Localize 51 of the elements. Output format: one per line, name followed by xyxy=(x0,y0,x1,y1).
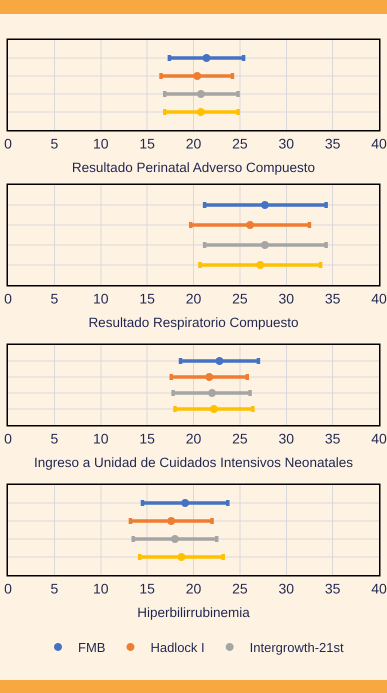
point xyxy=(205,373,214,381)
x-tick-label: 10 xyxy=(92,290,109,306)
x-tick-label: 20 xyxy=(186,135,202,152)
x-tick-label: 25 xyxy=(232,430,248,446)
x-tick-label: 5 xyxy=(50,430,58,446)
point xyxy=(210,405,218,413)
x-axis-title: Hiperbilirrubinemia xyxy=(137,605,250,620)
x-tick-label: 15 xyxy=(139,430,156,446)
point xyxy=(215,357,224,365)
x-tick-label: 10 xyxy=(92,580,109,596)
x-tick-label: 0 xyxy=(4,580,12,596)
x-tick-label: 40 xyxy=(371,580,387,596)
x-tick-label: 35 xyxy=(324,580,341,596)
x-tick-label: 25 xyxy=(232,135,248,152)
point xyxy=(170,535,179,543)
point xyxy=(181,499,190,507)
x-tick-label: 5 xyxy=(50,135,58,152)
point xyxy=(167,517,176,525)
x-tick-label: 40 xyxy=(371,430,387,446)
x-tick-label: 0 xyxy=(4,430,12,446)
x-tick-label: 20 xyxy=(186,580,202,596)
x-tick-label: 20 xyxy=(186,290,202,306)
legend-label: Intergrowth-21st xyxy=(250,640,344,656)
x-tick-label: 25 xyxy=(232,580,248,596)
x-tick-label: 30 xyxy=(278,135,294,152)
x-tick-label: 5 xyxy=(50,580,58,596)
x-tick-label: 35 xyxy=(324,430,341,446)
legend-label: FMB xyxy=(78,640,106,656)
x-tick-label: 40 xyxy=(371,290,387,306)
legend-label: Hadlock I xyxy=(150,640,205,656)
x-tick-label: 0 xyxy=(4,135,12,152)
point xyxy=(177,553,186,561)
x-tick-label: 30 xyxy=(278,430,294,446)
x-tick-label: 40 xyxy=(371,135,387,152)
x-tick-label: 0 xyxy=(4,290,12,306)
x-tick-label: 30 xyxy=(278,290,294,306)
x-tick-label: 20 xyxy=(186,430,202,446)
x-tick-label: 30 xyxy=(278,580,294,596)
x-tick-label: 35 xyxy=(324,135,341,152)
x-tick-label: 10 xyxy=(92,135,109,152)
x-axis-title: Resultado Respiratorio Compuesto xyxy=(88,315,299,330)
x-tick-label: 25 xyxy=(232,290,248,306)
x-tick-label: 15 xyxy=(139,135,156,152)
x-tick-label: 35 xyxy=(324,290,341,306)
x-axis-title: Ingreso a Unidad de Cuidados Intensivos Neonatales xyxy=(34,455,354,470)
x-tick-label: 5 xyxy=(50,290,58,306)
x-axis-title: Resultado Perinatal Adverso Compuesto xyxy=(72,160,316,175)
point xyxy=(208,389,216,397)
x-tick-label: 10 xyxy=(92,430,109,446)
x-tick-label: 15 xyxy=(139,580,156,596)
x-tick-label: 15 xyxy=(139,290,156,306)
